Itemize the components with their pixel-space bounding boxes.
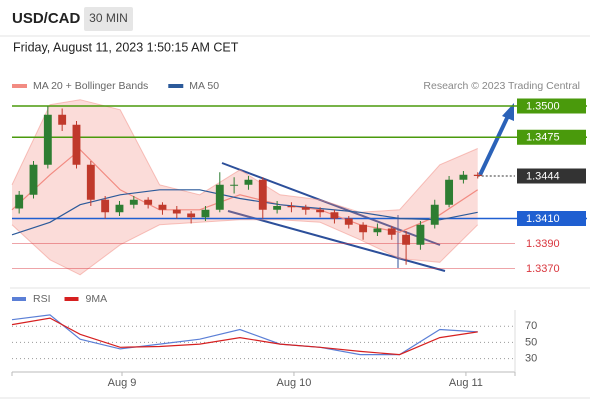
candle-body [187,213,196,218]
candle-body [301,207,310,210]
candle-body [387,228,396,235]
datetime: Friday, August 11, 2023 1:50:15 AM CET [13,40,239,54]
level-label: 1.3475 [526,132,560,144]
forecast-arrow [478,115,510,176]
candle-body [29,164,38,195]
candle-body [473,174,482,176]
level-label: 1.3500 [526,100,560,112]
legend-swatch [64,297,79,301]
candle-body [230,184,239,186]
moving-average [11,189,478,236]
trend-line [221,162,441,246]
trend-line [227,210,446,272]
candle-body [402,234,411,245]
x-tick-label: Aug 9 [108,377,137,389]
level-box [517,129,586,145]
candle-body [445,179,454,205]
candle-body [158,204,167,210]
candle-body [258,179,267,210]
level-box [517,211,586,226]
candle-body [430,204,439,225]
candle-body [129,199,138,205]
legend-label: MA 20 + Bollinger Bands [33,80,148,92]
legend-swatch [12,297,26,301]
candle-body [273,206,282,210]
level-label: 1.3370 [526,263,560,275]
candle-body [58,114,67,125]
y-tick-label: 70 [525,320,537,332]
forecast-arrow-head [502,103,514,121]
legend-swatch [12,84,27,88]
candle-body [459,174,468,180]
candle-body [416,224,425,245]
candle-body [373,228,382,233]
indicator-line [11,317,478,356]
x-tick-label: Aug 11 [449,377,483,389]
level-label: 1.3444 [526,170,560,182]
level-label: 1.3390 [526,238,560,250]
legend-swatch [168,84,184,88]
candle-body [201,209,210,218]
source: Research © 2023 Trading Central [423,80,580,92]
candle-body [86,164,95,200]
candle-body [215,184,224,210]
legend-label: 9MA [86,293,108,305]
candle-body [101,199,110,213]
bollinger-lower [11,219,479,276]
candle-body [244,179,253,185]
timeframe-box [84,7,133,31]
candle-body [359,224,368,233]
bollinger-upper [11,99,478,213]
level-box [517,168,586,184]
candle-body [115,204,124,213]
level-box [517,98,586,114]
candle-body [43,114,52,165]
candle-body [172,209,181,214]
legend-label: MA 50 [189,80,219,92]
candle-body [15,194,24,209]
y-tick-label: 50 [525,336,537,348]
timeframe: 30 MIN [89,11,128,25]
candle-body [287,206,296,208]
candle-body [316,209,325,213]
x-tick-label: Aug 10 [277,377,312,389]
y-tick-label: 30 [525,353,537,365]
legend-label: RSI [33,293,51,305]
symbol: USD/CAD [12,10,81,27]
candle-body [330,212,339,219]
candle-body [344,218,353,225]
candle-body [72,124,81,165]
candle-body [144,199,153,205]
level-label: 1.3410 [526,213,560,225]
